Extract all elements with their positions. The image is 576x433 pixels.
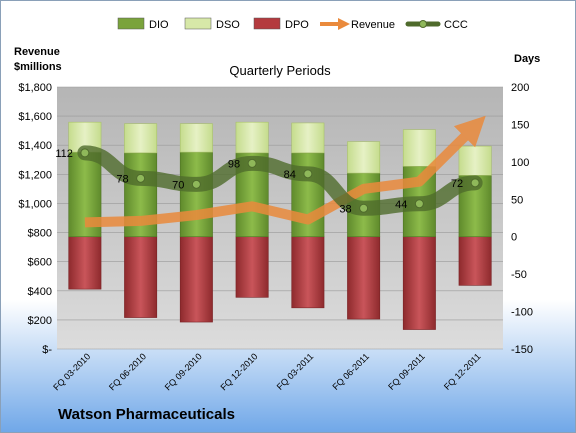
dso-bar xyxy=(347,141,381,174)
dso-bar xyxy=(291,122,325,154)
right-tick-label: 150 xyxy=(511,119,529,131)
legend-swatch-dio xyxy=(117,17,145,30)
ccc-point xyxy=(303,169,313,179)
left-tick-label: $200 xyxy=(28,315,52,327)
legend-label-dio: DIO xyxy=(149,19,169,31)
legend-label-ccc: CCC xyxy=(444,19,468,31)
ccc-point xyxy=(414,199,424,209)
ccc-point xyxy=(359,203,369,213)
legend-swatch-dpo xyxy=(253,17,281,30)
dpo-bar xyxy=(179,236,213,323)
right-tick-label: -100 xyxy=(511,307,533,319)
legend: DIO DSO DPO Revenue CCC xyxy=(117,17,468,31)
ccc-data-label: 72 xyxy=(451,178,463,190)
left-tick-label: $1,400 xyxy=(18,140,52,152)
legend-swatch-dso xyxy=(184,17,212,30)
ccc-data-label: 70 xyxy=(172,179,184,191)
right-axis-label: Days xyxy=(514,53,540,65)
dpo-bar xyxy=(458,236,492,286)
ccc-data-label: 84 xyxy=(284,169,296,181)
dpo-bar xyxy=(68,236,102,290)
left-tick-label: $- xyxy=(42,344,52,356)
dso-bar xyxy=(124,123,158,154)
ccc-point xyxy=(470,178,480,188)
right-tick-label: -150 xyxy=(511,344,533,356)
dpo-bar xyxy=(347,236,381,320)
right-tick-label: 0 xyxy=(511,232,517,244)
ccc-point xyxy=(191,179,201,189)
left-tick-label: $400 xyxy=(28,286,52,298)
ccc-data-label: 98 xyxy=(228,158,240,170)
left-tick-label: $1,800 xyxy=(18,82,52,94)
right-tick-label: 200 xyxy=(511,82,529,94)
left-tick-label: $600 xyxy=(28,257,52,269)
dpo-bar xyxy=(124,236,158,318)
ccc-data-label: 44 xyxy=(395,199,407,211)
left-tick-label: $1,600 xyxy=(18,111,52,123)
left-tick-label: $800 xyxy=(28,228,52,240)
dso-bar xyxy=(402,129,436,167)
ccc-labels-group: 112 78 70 98 84 38 44 72 xyxy=(55,148,463,215)
left-tick-label: $1,200 xyxy=(18,169,52,181)
right-tick-label: 50 xyxy=(511,194,523,206)
dpo-bar xyxy=(235,236,269,298)
dpo-bar xyxy=(402,236,436,330)
company-name: Watson Pharmaceuticals xyxy=(58,406,235,423)
left-axis-ticks: $- $200 $400 $600 $800 $1,000 $1,200 $1,400 $1,6… xyxy=(18,82,52,356)
left-axis-label-line1: Revenue xyxy=(14,46,60,58)
left-tick-label: $1,000 xyxy=(18,198,52,210)
dso-bar xyxy=(179,123,213,153)
legend-swatch-ccc-dot xyxy=(419,20,427,28)
revenue-line xyxy=(84,115,486,228)
dpo-bar xyxy=(291,236,325,309)
chart-title: Quarterly Periods xyxy=(229,63,331,78)
ccc-point xyxy=(136,173,146,183)
dso-bar xyxy=(235,121,269,154)
dio-bar xyxy=(179,151,213,238)
right-tick-label: 100 xyxy=(511,157,529,169)
ccc-data-label: 78 xyxy=(116,173,128,185)
dso-bar xyxy=(458,145,492,176)
legend-label-dpo: DPO xyxy=(285,19,309,31)
ccc-point xyxy=(80,148,90,158)
ccc-line-group xyxy=(77,145,483,216)
legend-label-dso: DSO xyxy=(216,19,240,31)
revenue-line-group xyxy=(84,115,486,228)
legend-label-revenue: Revenue xyxy=(351,19,395,31)
ccc-data-label: 112 xyxy=(55,148,73,160)
ccc-point xyxy=(247,158,257,168)
right-tick-label: -50 xyxy=(511,269,527,281)
left-axis-label-line2: $millions xyxy=(14,61,62,73)
ccc-data-label: 38 xyxy=(339,203,351,215)
right-axis-ticks: -150 -100 -50 0 50 100 150 200 xyxy=(511,82,533,356)
